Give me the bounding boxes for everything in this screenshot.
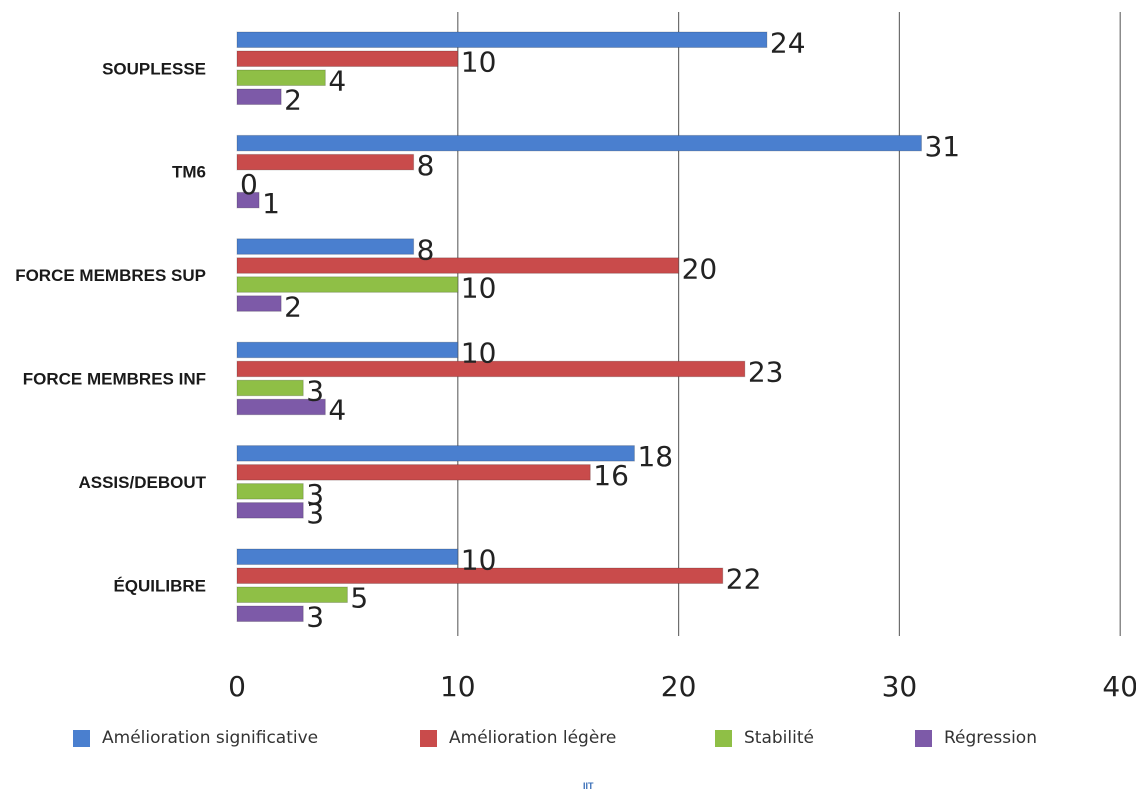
- bar: [236, 153, 415, 171]
- value-label: 3: [306, 375, 324, 408]
- bar-chart: SOUPLESSE TM6 FORCE MEMBRES SUP FORCE MEMBR…: [15, 12, 1136, 703]
- value-label: 4: [328, 65, 346, 98]
- value-label: 2: [284, 84, 302, 117]
- value-label: 10: [461, 337, 497, 370]
- legend-label: Amélioration significative: [102, 728, 319, 748]
- value-label: 5: [350, 582, 368, 615]
- value-label: 24: [770, 27, 806, 60]
- legend-item-regression: Régression: [915, 728, 1037, 748]
- legend-label: Régression: [944, 728, 1037, 748]
- bars: [236, 31, 922, 622]
- bar: [236, 548, 459, 565]
- value-label: 4: [328, 394, 346, 427]
- bar: [236, 341, 459, 359]
- category-label: FORCE MEMBRES SUP: [15, 266, 206, 285]
- legend-item-legere: Amélioration légère: [420, 728, 616, 748]
- value-label: 1: [262, 187, 280, 220]
- value-label: 10: [461, 271, 497, 304]
- bar: [236, 88, 282, 105]
- legend-label: Amélioration légère: [449, 728, 617, 748]
- value-label: 20: [682, 252, 718, 285]
- bar: [236, 586, 348, 603]
- legend-swatch: [715, 729, 732, 747]
- value-label: 10: [461, 46, 497, 79]
- bar: [236, 605, 304, 622]
- bar: [236, 502, 304, 519]
- value-label: 3: [306, 497, 324, 530]
- bar: [236, 445, 635, 462]
- bar: [236, 50, 459, 67]
- legend-item-significative: Amélioration significative: [73, 728, 318, 748]
- x-tick-label: 30: [882, 670, 918, 703]
- legend-item-stabilite: Stabilité: [715, 728, 814, 748]
- category-labels: SOUPLESSE TM6 FORCE MEMBRES SUP FORCE MEMBR…: [15, 59, 206, 595]
- category-label: ÉQUILIBRE: [113, 576, 206, 595]
- value-label: 0: [240, 168, 258, 201]
- legend-swatch: [915, 729, 932, 747]
- x-tick-label: 20: [661, 670, 697, 703]
- category-label: ASSIS/DEBOUT: [78, 473, 206, 492]
- category-label: FORCE MEMBRES INF: [23, 369, 206, 388]
- bar: [236, 360, 746, 378]
- value-label: 3: [306, 478, 324, 511]
- value-label: 10: [461, 544, 497, 577]
- value-label: 31: [924, 130, 960, 163]
- bar: [236, 295, 282, 312]
- logo: IIT: [583, 781, 594, 791]
- legend-swatch: [420, 729, 437, 747]
- bar: [236, 134, 922, 152]
- bar: [236, 379, 304, 397]
- category-label: SOUPLESSE: [102, 59, 206, 78]
- x-tick-label: 0: [228, 670, 246, 703]
- grid-lines: [457, 12, 1121, 636]
- value-label: 2: [284, 290, 302, 323]
- bar: [236, 398, 326, 416]
- legend: Amélioration significative Amélioration …: [0, 728, 1136, 758]
- value-label: 3: [306, 601, 324, 634]
- bar: [236, 238, 415, 255]
- value-label: 18: [637, 440, 673, 473]
- x-tick-label: 40: [1102, 670, 1136, 703]
- bar: [236, 276, 459, 293]
- value-label: 8: [417, 149, 435, 182]
- bar: [236, 257, 680, 274]
- x-axis-ticks: 0 10 20 30 40: [228, 670, 1136, 703]
- bar: [236, 567, 724, 584]
- bar: [236, 191, 260, 209]
- bar: [236, 31, 768, 48]
- bar: [236, 464, 591, 481]
- bar: [236, 483, 304, 500]
- value-label: 16: [593, 459, 629, 492]
- bar: [236, 69, 326, 86]
- value-label: 8: [417, 233, 435, 266]
- x-tick-label: 10: [440, 670, 476, 703]
- legend-label: Stabilité: [744, 728, 814, 748]
- legend-swatch: [73, 729, 90, 747]
- category-label: TM6: [172, 163, 206, 182]
- value-label: 23: [748, 356, 784, 389]
- value-label: 22: [726, 563, 762, 596]
